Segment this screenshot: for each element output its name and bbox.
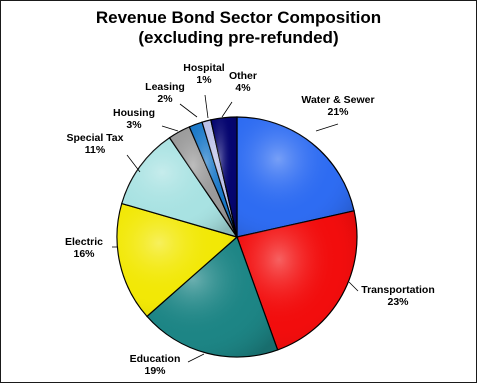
slice-electric-shading — [116, 203, 237, 317]
slice-housing-value-label: 3% — [126, 119, 142, 131]
slice-electric-label: Electric — [65, 236, 103, 248]
slice-education-label: Education — [130, 353, 181, 365]
slice-housing-label: Housing — [113, 107, 155, 119]
slice-water-sewer-label: Water & Sewer — [301, 94, 374, 106]
slice-other-shading — [210, 117, 237, 237]
slice-other-value-label: 4% — [235, 82, 251, 94]
slice-leasing-shading — [189, 122, 237, 237]
slice-education-shading — [146, 237, 278, 358]
chart-title: Revenue Bond Sector Composition — [95, 8, 382, 27]
slice-hospital-value-label: 1% — [196, 74, 212, 86]
slice-other-label: Other — [229, 70, 257, 82]
slice-special-tax-value-label: 11% — [85, 144, 106, 156]
slice-water-sewer-leader-line — [315, 123, 339, 132]
slice-education-value-label: 19% — [144, 365, 166, 377]
slice-other-leader-line — [221, 101, 233, 118]
slice-education-leader-line — [187, 353, 205, 363]
slice-hospital-label: Hospital — [183, 62, 225, 74]
slice-transportation-leader-line — [348, 281, 359, 292]
slice-electric-value-label: 16% — [73, 248, 95, 260]
slice-transportation-label: Transportation — [361, 284, 435, 296]
slice-special-tax-label: Special Tax — [66, 132, 123, 144]
leader-lines — [112, 94, 359, 363]
slice-water-sewer-shading — [237, 117, 355, 237]
slice-leasing-leader-line — [179, 103, 198, 118]
slice-transportation-value-label: 23% — [387, 296, 409, 308]
pie-slices — [116, 116, 358, 358]
slice-water-sewer-value-label: 21% — [327, 106, 349, 118]
slice-leasing-value-label: 2% — [157, 93, 173, 105]
slice-special-tax-shading — [121, 137, 237, 237]
slice-housing-leader-line — [161, 125, 179, 132]
slice-special-tax-leader-line — [126, 154, 141, 173]
slice-leasing-label: Leasing — [145, 81, 185, 93]
chart-subtitle: (excluding pre-refunded) — [138, 28, 339, 47]
slice-housing-shading — [169, 126, 237, 237]
slice-hospital-leader-line — [204, 94, 209, 119]
chart-title-block: Revenue Bond Sector Composition (excludi… — [0, 8, 477, 48]
slice-hospital-shading — [202, 119, 237, 237]
slice-transportation-shading — [237, 210, 358, 350]
